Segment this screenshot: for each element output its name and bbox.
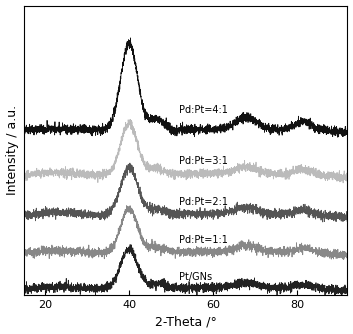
X-axis label: 2-Theta /°: 2-Theta /° [155, 315, 217, 328]
Text: Pd:Pt=2:1: Pd:Pt=2:1 [179, 197, 228, 207]
Text: Pt/GNs: Pt/GNs [179, 273, 213, 282]
Y-axis label: Intensity / a.u.: Intensity / a.u. [6, 105, 19, 195]
Text: Pd:Pt=3:1: Pd:Pt=3:1 [179, 156, 228, 166]
Text: Pd:Pt=1:1: Pd:Pt=1:1 [179, 235, 228, 245]
Text: Pd:Pt=4:1: Pd:Pt=4:1 [179, 105, 228, 115]
